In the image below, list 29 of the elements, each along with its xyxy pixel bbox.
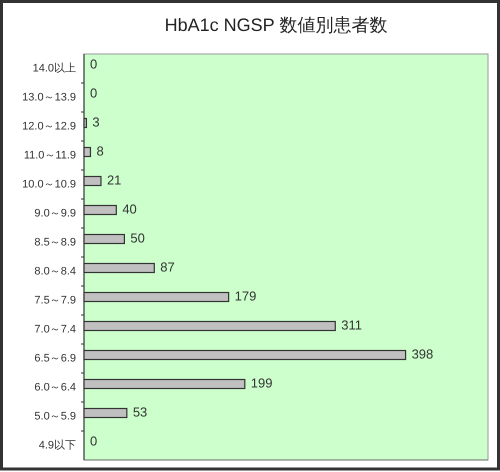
y-tick-label: 7.5～7.9 [34, 294, 76, 306]
data-label: 398 [412, 346, 434, 362]
y-tick-label: 7.0～7.4 [34, 323, 76, 336]
chart-title: HbA1c NGSP 数値別患者数 [164, 15, 388, 35]
y-tick-label: 13.0～13.9 [22, 91, 76, 104]
data-label: 0 [90, 85, 98, 100]
y-tick-label: 4.9以下 [38, 438, 76, 452]
data-label: 40 [122, 201, 137, 216]
data-label: 50 [130, 230, 145, 246]
y-tick-label: 12.0～12.9 [22, 120, 76, 132]
y-tick-label: 14.0以上 [32, 61, 76, 74]
y-tick-label: 8.5～8.9 [34, 236, 76, 248]
data-label: 311 [341, 317, 362, 332]
data-label: 3 [92, 114, 100, 130]
y-tick-label: 6.5～6.9 [34, 352, 76, 364]
data-label: 199 [250, 375, 272, 390]
data-label: 8 [96, 143, 104, 158]
y-tick-label: 8.0～8.4 [34, 265, 76, 278]
y-tick-label: 5.0～5.9 [34, 410, 76, 422]
y-tick-label: 10.0～10.9 [22, 178, 76, 190]
data-label: 0 [90, 433, 98, 448]
data-label: 53 [132, 404, 148, 420]
data-label: 179 [234, 288, 256, 304]
y-tick-label: 9.0～9.9 [34, 207, 76, 220]
data-label: 0 [90, 56, 98, 72]
y-tick-label: 6.0～6.4 [34, 381, 76, 394]
data-label: 87 [160, 259, 175, 274]
data-label: 21 [106, 172, 122, 188]
y-tick-label: 11.0～11.9 [24, 149, 76, 162]
